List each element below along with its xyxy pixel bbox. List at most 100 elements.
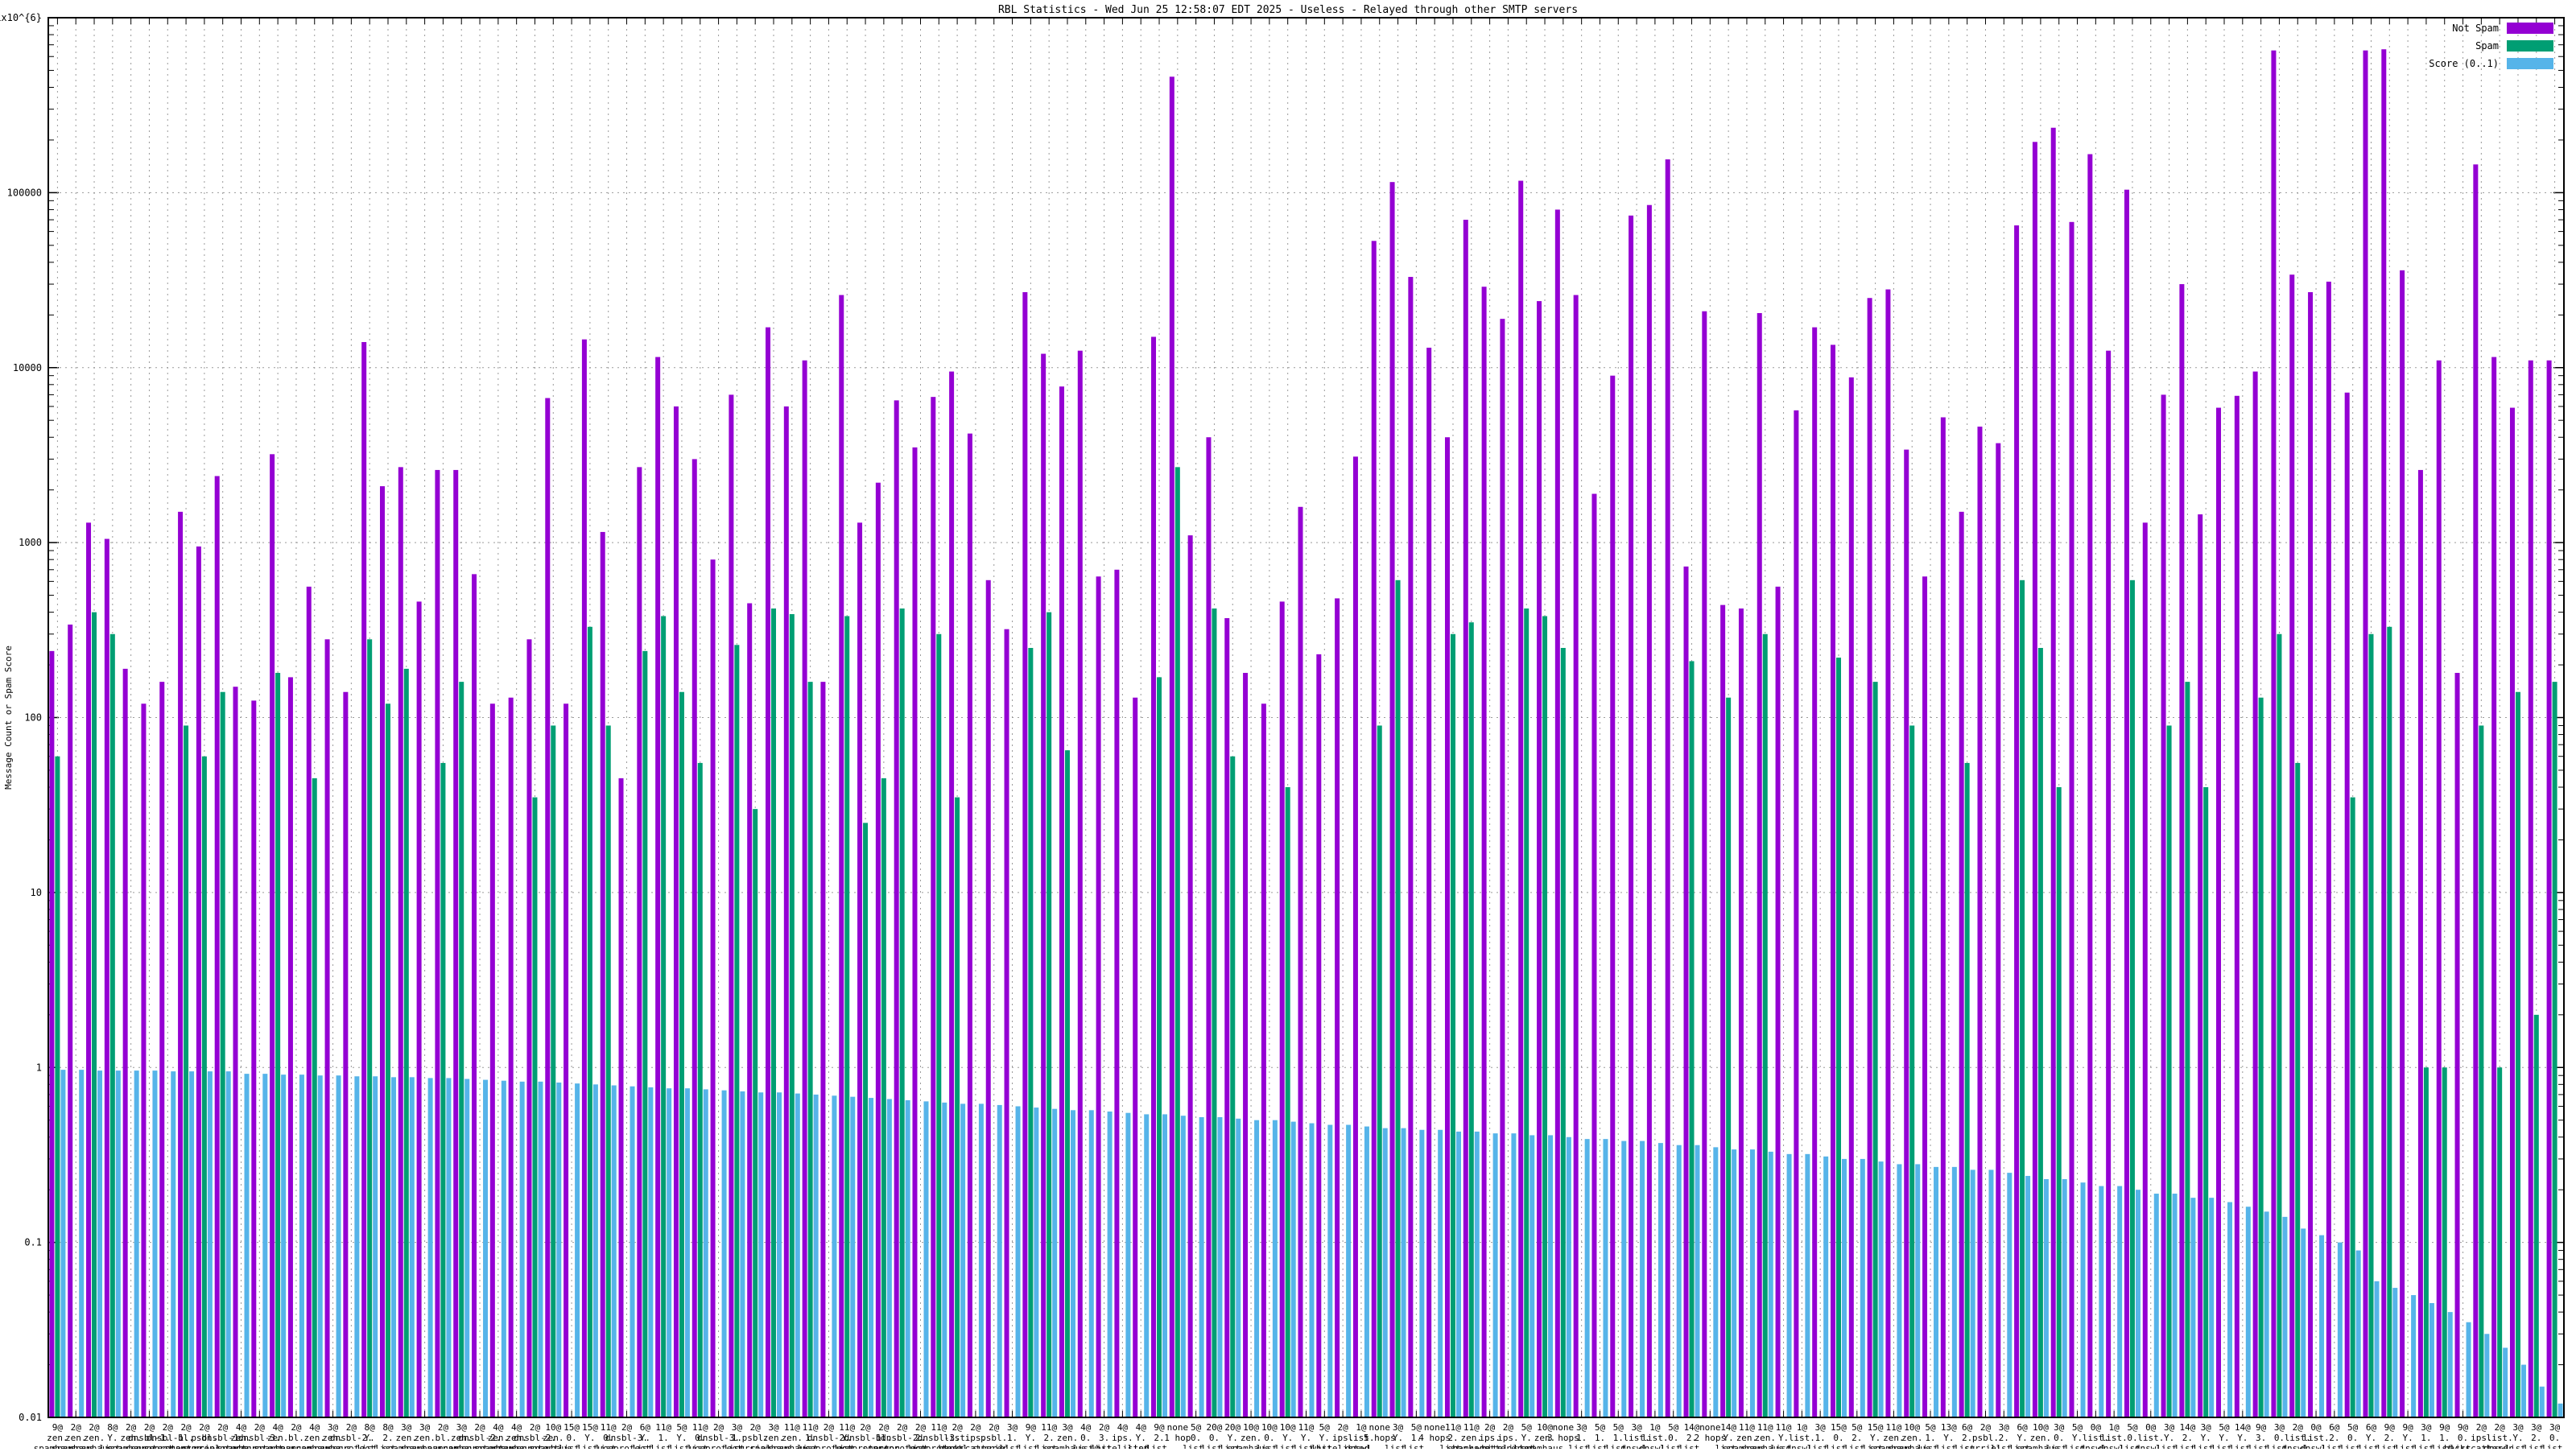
- x-tick-label: Y.: [2366, 1433, 2376, 1443]
- x-tick-label: list.: [1678, 1443, 1705, 1449]
- x-tick-label: 11@: [1757, 1422, 1773, 1433]
- x-tick-label: 11@: [1885, 1422, 1901, 1433]
- x-tick-label: spamhaus.: [1043, 1443, 1092, 1449]
- bar-score: [886, 1099, 892, 1417]
- bar-not-spam: [747, 603, 753, 1417]
- x-tick-label: 3@: [1815, 1422, 1827, 1433]
- bar-score: [1088, 1110, 1094, 1417]
- x-tick-label: dnsbl-3.: [605, 1433, 648, 1443]
- bar-not-spam: [1812, 327, 1818, 1418]
- x-tick-label: 0.: [1209, 1433, 1220, 1443]
- bar-spam: [2350, 797, 2355, 1417]
- bar-score: [207, 1071, 213, 1417]
- x-tick-label: list.: [2413, 1443, 2439, 1449]
- x-tick-label: 9@: [2256, 1422, 2267, 1433]
- bar-spam: [1285, 787, 1290, 1417]
- x-tick-label: none: [1553, 1422, 1575, 1433]
- x-tick-label: list.: [1293, 1443, 1319, 1449]
- x-tick-label: list.: [2211, 1443, 2237, 1449]
- x-tick-label: list.: [1843, 1443, 1870, 1449]
- bar-not-spam: [2014, 225, 2020, 1417]
- x-tick-label: 2@: [915, 1422, 927, 1433]
- bar-spam: [936, 633, 942, 1417]
- bar-score: [2355, 1250, 2361, 1417]
- x-tick-label: dnsbl-1.: [201, 1433, 244, 1443]
- x-tick-label: spamhaus.: [401, 1443, 449, 1449]
- x-tick-label: 2@: [1484, 1422, 1496, 1433]
- bar-score: [427, 1078, 433, 1417]
- bar-score: [1548, 1135, 1554, 1417]
- x-tick-label: 10@: [1280, 1422, 1296, 1433]
- x-tick-label: 10@: [545, 1422, 561, 1433]
- x-tick-label: 1.: [1925, 1433, 1935, 1443]
- bar-score: [464, 1079, 470, 1417]
- bar-spam: [661, 616, 667, 1417]
- bar-not-spam: [287, 677, 293, 1417]
- x-tick-label: list.: [1128, 1443, 1154, 1449]
- x-tick-label: list.: [944, 1433, 971, 1443]
- x-tick-label: bl.: [178, 1433, 194, 1443]
- x-tick-label: dnsbl-1.: [147, 1433, 189, 1443]
- bar-score: [1860, 1158, 1865, 1417]
- bar-not-spam: [68, 624, 73, 1417]
- bar-not-spam: [1463, 220, 1468, 1417]
- bar-spam: [1157, 677, 1162, 1417]
- bar-score: [667, 1088, 672, 1417]
- x-tick-label: Y.: [1724, 1433, 1734, 1443]
- bar-score: [2520, 1364, 2526, 1417]
- bar-score: [1657, 1143, 1663, 1417]
- x-tick-label: 11@: [1463, 1422, 1480, 1433]
- bar-spam: [1524, 608, 1530, 1417]
- x-tick-label: Y.: [1870, 1433, 1880, 1443]
- bar-score: [1805, 1153, 1810, 1417]
- x-tick-label: 1.: [1411, 1433, 1422, 1443]
- bar-score: [2503, 1347, 2508, 1417]
- x-tick-label: list.: [2101, 1433, 2128, 1443]
- bar-spam: [1450, 633, 1455, 1417]
- bar-spam: [367, 639, 373, 1417]
- x-tick-label: none: [1424, 1422, 1446, 1433]
- x-tick-label: whitelisted.: [1311, 1443, 1374, 1449]
- bar-not-spam: [270, 454, 275, 1417]
- x-tick-label: Y.: [842, 1433, 852, 1443]
- x-tick-label: Y.: [676, 1433, 687, 1443]
- bar-not-spam: [2473, 164, 2479, 1418]
- bar-spam: [2387, 626, 2392, 1417]
- bar-not-spam: [2381, 49, 2387, 1417]
- bar-score: [1455, 1131, 1461, 1417]
- x-tick-label: list.: [2541, 1443, 2568, 1449]
- x-tick-label: 9@: [2439, 1422, 2450, 1433]
- bar-not-spam: [600, 531, 605, 1417]
- x-tick-label: backscatterer.: [2444, 1443, 2519, 1449]
- bar-not-spam: [472, 574, 477, 1418]
- y-tick-label: 100: [24, 712, 42, 724]
- bar-score: [373, 1076, 378, 1417]
- bar-spam: [109, 633, 115, 1417]
- x-tick-label: 11@: [601, 1422, 617, 1433]
- bar-spam: [275, 673, 281, 1417]
- bar-spam: [2423, 1067, 2429, 1417]
- x-tick-label: Y.: [1393, 1433, 1403, 1443]
- bar-score: [1034, 1108, 1039, 1417]
- x-tick-label: dnswl.: [1620, 1443, 1653, 1449]
- x-tick-label: 3@: [732, 1422, 743, 1433]
- x-tick-label: ips.: [1332, 1433, 1354, 1443]
- x-tick-label: Y.: [1026, 1433, 1036, 1443]
- x-tick-label: spamhaus.: [768, 1443, 816, 1449]
- y-tick-label: 1000: [19, 537, 42, 548]
- bar-score: [869, 1098, 874, 1417]
- x-tick-label: dnswl.: [1786, 1443, 1818, 1449]
- x-tick-label: 9@: [52, 1422, 64, 1433]
- bar-spam: [2185, 682, 2190, 1417]
- x-tick-label: 2@: [254, 1422, 266, 1433]
- bar-score: [171, 1071, 176, 1417]
- bar-spam: [403, 668, 409, 1417]
- bar-score: [850, 1096, 856, 1417]
- x-tick-label: 15@: [582, 1422, 598, 1433]
- x-tick-label: dnsbl-3.: [238, 1433, 281, 1443]
- bar-not-spam: [1261, 703, 1266, 1417]
- x-tick-label: 5@: [1411, 1422, 1422, 1433]
- bar-not-spam: [931, 397, 936, 1417]
- bar-score: [575, 1083, 580, 1417]
